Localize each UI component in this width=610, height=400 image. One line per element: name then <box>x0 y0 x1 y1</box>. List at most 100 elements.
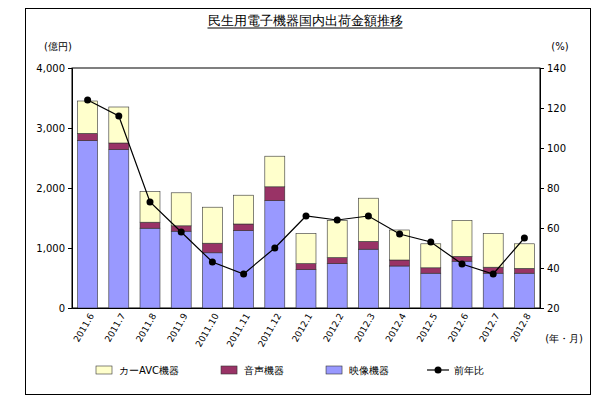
bar <box>390 260 410 266</box>
legend-swatch <box>96 366 112 374</box>
bar <box>265 187 285 201</box>
bar <box>358 241 378 249</box>
y2-tick: 60 <box>540 223 560 234</box>
x-tick-label: 2012.2 <box>321 312 345 344</box>
x-tick: 2011.8 <box>134 308 159 344</box>
bar <box>202 207 222 243</box>
y2-tick-mark <box>540 268 544 269</box>
x-tick: 2012.1 <box>290 308 314 344</box>
marker <box>115 113 122 120</box>
marker <box>396 231 403 238</box>
x-tick: 2012.4 <box>384 308 409 344</box>
bar <box>140 228 160 308</box>
legend: カーAVC機器 音声機器 映像機器 前年比 <box>96 365 484 376</box>
legend-item: カーAVC機器 <box>96 365 179 376</box>
y-tick-mark <box>68 128 72 129</box>
bar <box>327 258 347 264</box>
bar <box>265 156 285 187</box>
y-axis-line <box>68 69 73 309</box>
legend-item: 音声機器 <box>221 365 284 376</box>
y2-tick-label: 120 <box>547 103 566 114</box>
y-tick-mark <box>68 68 72 69</box>
marker <box>271 245 278 252</box>
x-tick: 2012.7 <box>477 308 501 344</box>
y-tick: 4,000 <box>36 63 72 74</box>
bar <box>202 253 222 308</box>
marker <box>178 229 185 236</box>
bar <box>514 244 534 269</box>
bar <box>234 231 254 308</box>
marker <box>365 213 372 220</box>
y-tick-label: 4,000 <box>36 63 65 74</box>
chart: 民生用電子機器国内出荷金額推移01,0002,0003,0004,0002040… <box>0 0 610 400</box>
x-tick: 2011.9 <box>165 308 190 344</box>
y-tick-label: 3,000 <box>36 123 65 134</box>
bar <box>109 150 129 308</box>
y2-tick-mark <box>540 188 544 189</box>
y2-tick-mark <box>540 148 544 149</box>
marker <box>490 271 497 278</box>
x-tick: 2012.2 <box>321 308 345 344</box>
bar <box>452 220 472 256</box>
y-tick: 3,000 <box>36 123 72 134</box>
x-tick: 2012.3 <box>352 308 376 344</box>
x-tick: 2011.7 <box>103 308 127 344</box>
y-tick-label: 2,000 <box>36 183 65 194</box>
x-tick: 2012.8 <box>508 308 533 344</box>
marker <box>240 271 247 278</box>
title: 民生用電子機器国内出荷金額推移 <box>208 13 403 28</box>
y-tick: 1,000 <box>36 243 72 254</box>
y2-tick-label: 100 <box>547 143 566 154</box>
x-tick-label: 2011.6 <box>72 311 97 344</box>
y2-tick-mark <box>540 228 544 229</box>
y-axis: 01,0002,0003,0004,000 <box>36 63 72 314</box>
y2-tick: 100 <box>540 143 566 154</box>
legend-swatch <box>221 366 237 374</box>
x-axis-line <box>73 308 541 309</box>
legend-label: 映像機器 <box>349 365 389 376</box>
bar <box>234 224 254 231</box>
legend-item: 前年比 <box>427 365 484 376</box>
legend-swatch <box>326 366 342 374</box>
bar <box>78 101 98 133</box>
x-tick: 2011.6 <box>72 308 97 344</box>
y2-axis-line <box>541 69 545 309</box>
y-tick-mark <box>68 188 72 189</box>
y-tick-mark <box>68 308 72 309</box>
bar <box>327 220 347 257</box>
marker <box>334 217 341 224</box>
bar <box>483 273 503 308</box>
y2-tick: 120 <box>540 103 566 114</box>
bar <box>296 270 316 308</box>
x-tick-label: 2011.8 <box>134 311 159 344</box>
x-tick-label: 2011.7 <box>103 312 127 344</box>
x-tick-label: 2012.4 <box>384 311 409 344</box>
x-tick-label: 2011.9 <box>165 311 190 344</box>
y2-tick-label: 20 <box>547 303 560 314</box>
bar <box>390 266 410 308</box>
x-tick-label: 2012.7 <box>477 312 501 344</box>
y2-tick-mark <box>540 68 544 69</box>
plot-area <box>78 97 535 309</box>
title-underline <box>208 28 403 29</box>
x-tick-label: 2012.6 <box>446 311 471 344</box>
bar <box>421 273 441 308</box>
bar <box>514 273 534 308</box>
marker <box>427 239 434 246</box>
legend-label: 前年比 <box>454 365 484 376</box>
x-tick: 2012.5 <box>415 308 439 344</box>
y2-tick: 80 <box>540 183 560 194</box>
y2-axis-title: (%) <box>551 41 568 52</box>
y2-tick-label: 60 <box>547 223 560 234</box>
bar <box>78 133 98 140</box>
marker <box>209 259 216 266</box>
chart-frame <box>26 9 591 395</box>
x-tick-label: 2011.12 <box>256 312 283 349</box>
y2-tick-label: 40 <box>547 263 560 274</box>
marker <box>521 235 528 242</box>
y2-tick-label: 80 <box>547 183 560 194</box>
bar <box>358 249 378 308</box>
legend-marker <box>435 367 442 374</box>
x-tick: 2011.10 <box>194 308 221 349</box>
bar <box>234 195 254 224</box>
